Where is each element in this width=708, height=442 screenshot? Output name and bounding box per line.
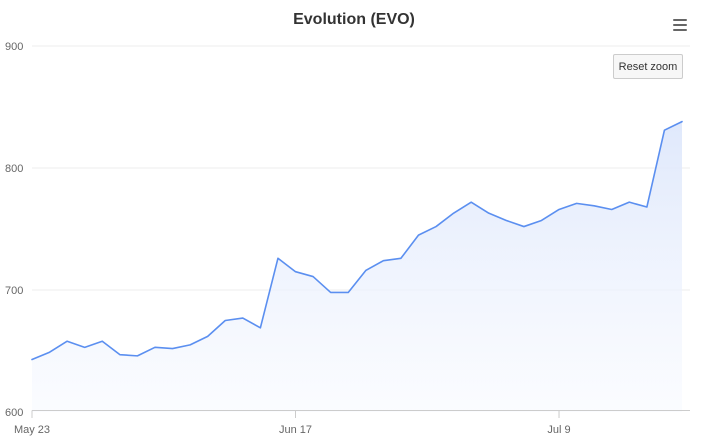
series-area [32, 121, 682, 412]
reset-zoom-button[interactable]: Reset zoom [613, 54, 683, 79]
y-tick-label: 900 [5, 41, 23, 53]
x-tick-label: Jun 17 [279, 424, 312, 436]
x-tick-label: May 23 [14, 424, 50, 436]
y-tick-label: 800 [5, 163, 23, 175]
price-line [31, 120, 683, 361]
x-tick-label: Jul 9 [547, 424, 570, 436]
series-line [31, 120, 683, 361]
x-axis-labels: May 23 Jun 17 Jul 9 [14, 424, 571, 436]
x-axis [31, 410, 690, 418]
y-tick-label: 600 [5, 407, 23, 419]
y-tick-label: 700 [5, 285, 23, 297]
y-axis-labels: 600 700 800 900 [5, 41, 23, 419]
hamburger-menu-icon[interactable] [670, 16, 690, 36]
area-fill [32, 121, 682, 412]
chart-title: Evolution (EVO) [293, 11, 415, 28]
